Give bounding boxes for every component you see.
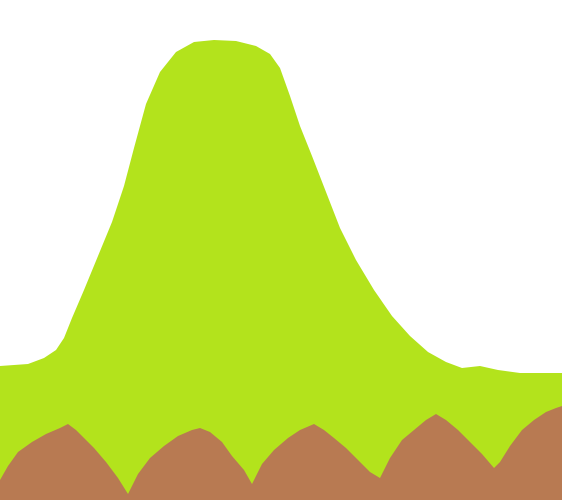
grass-hill [0, 40, 562, 500]
dirt-ridges [0, 406, 562, 500]
